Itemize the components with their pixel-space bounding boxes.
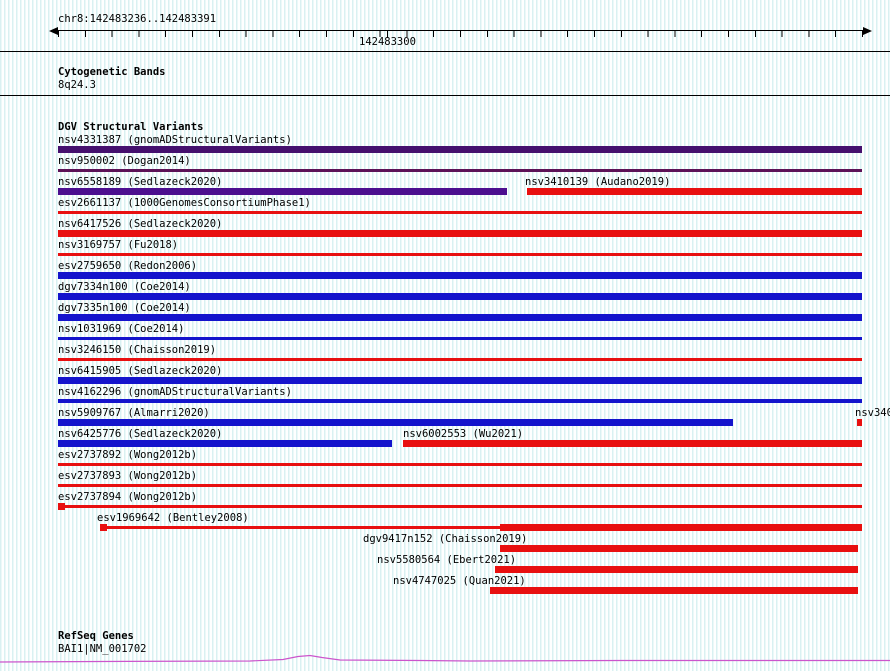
variant-bar[interactable] xyxy=(58,253,862,256)
variant-bar[interactable] xyxy=(58,419,733,426)
section-title-dgv: DGV Structural Variants xyxy=(58,121,204,133)
variant-label[interactable]: nsv6415905 (Sedlazeck2020) xyxy=(58,365,223,377)
variant-bar[interactable] xyxy=(58,314,862,321)
variant-bar[interactable] xyxy=(58,169,862,172)
variant-label[interactable]: esv2737892 (Wong2012b) xyxy=(58,449,198,461)
variant-label[interactable]: esv2737893 (Wong2012b) xyxy=(58,470,198,482)
variant-label[interactable]: nsv4747025 (Quan2021) xyxy=(393,575,526,587)
variant-bar[interactable] xyxy=(495,566,858,573)
separator-line xyxy=(0,51,890,52)
variant-label[interactable]: nsv6417526 (Sedlazeck2020) xyxy=(58,218,223,230)
variant-label[interactable]: esv2759650 (Redon2006) xyxy=(58,260,198,272)
variant-label[interactable]: nsv4162296 (gnomADStructuralVariants) xyxy=(58,386,292,398)
variant-bar[interactable] xyxy=(58,399,862,403)
variant-bar[interactable] xyxy=(58,230,862,237)
variant-bar[interactable] xyxy=(58,484,862,487)
variant-bar[interactable] xyxy=(58,188,507,195)
pan-right-arrow-icon[interactable] xyxy=(863,26,872,35)
variant-label[interactable]: nsv6425776 (Sedlazeck2020) xyxy=(58,428,223,440)
variant-label[interactable]: nsv1031969 (Coe2014) xyxy=(58,323,185,335)
ruler-center-label: 142483300 xyxy=(359,36,416,48)
ruler[interactable] xyxy=(58,30,863,31)
variant-label[interactable]: nsv5580564 (Ebert2021) xyxy=(377,554,517,566)
variant-label[interactable]: nsv6002553 (Wu2021) xyxy=(403,428,524,440)
variant-label[interactable]: dgv7335n100 (Coe2014) xyxy=(58,302,191,314)
refseq-gene-label[interactable]: BAI1|NM_001702 xyxy=(58,643,147,655)
region-label: chr8:142483236..142483391 xyxy=(58,13,217,25)
variant-bar[interactable] xyxy=(857,419,862,426)
variant-label[interactable]: dgv9417n152 (Chaisson2019) xyxy=(363,533,528,545)
variant-bar[interactable] xyxy=(58,377,862,384)
variant-label[interactable]: nsv3246150 (Chaisson2019) xyxy=(58,344,217,356)
variant-label[interactable]: nsv3169757 (Fu2018) xyxy=(58,239,179,251)
variant-bar[interactable] xyxy=(500,545,858,552)
variant-bar[interactable] xyxy=(403,440,862,447)
section-title-cytobands: Cytogenetic Bands xyxy=(58,66,166,78)
variant-label[interactable]: nsv5909767 (Almarri2020) xyxy=(58,407,210,419)
variant-bar[interactable] xyxy=(490,587,858,594)
variant-bar[interactable] xyxy=(58,463,862,466)
cytoband-label[interactable]: 8q24.3 xyxy=(58,79,96,91)
variant-label[interactable]: nsv4331387 (gnomADStructuralVariants) xyxy=(58,134,292,146)
variant-bar[interactable] xyxy=(58,337,862,340)
variant-label[interactable]: nsv3410139 (Audano2019) xyxy=(525,176,671,188)
separator-line xyxy=(0,95,890,96)
variant-label[interactable]: esv1969642 (Bentley2008) xyxy=(97,512,249,524)
variant-bar[interactable] xyxy=(58,146,862,153)
variant-bar[interactable] xyxy=(58,211,862,214)
gene-model-line xyxy=(0,654,890,663)
ruler-ticks xyxy=(58,31,863,37)
variant-bar[interactable] xyxy=(527,188,862,195)
variant-bar[interactable] xyxy=(58,272,862,279)
variant-bar[interactable] xyxy=(58,505,862,508)
variant-bar[interactable] xyxy=(100,524,107,531)
pan-left-arrow-icon[interactable] xyxy=(49,26,58,35)
variant-bar[interactable] xyxy=(58,293,862,300)
variant-bar[interactable] xyxy=(58,358,862,361)
variant-bar[interactable] xyxy=(58,503,65,510)
variant-label[interactable]: esv2737894 (Wong2012b) xyxy=(58,491,198,503)
variant-bar[interactable] xyxy=(58,440,392,447)
variant-bar[interactable] xyxy=(100,526,862,529)
section-title-refseq: RefSeq Genes xyxy=(58,630,134,642)
variant-label[interactable]: esv2661137 (1000GenomesConsortiumPhase1) xyxy=(58,197,311,209)
ruler-center-tick xyxy=(387,30,388,38)
variant-label[interactable]: nsv340 xyxy=(855,407,890,419)
refseq-gene-line[interactable] xyxy=(0,650,890,668)
variant-label[interactable]: nsv950002 (Dogan2014) xyxy=(58,155,191,167)
variant-label[interactable]: dgv7334n100 (Coe2014) xyxy=(58,281,191,293)
variant-label[interactable]: nsv6558189 (Sedlazeck2020) xyxy=(58,176,223,188)
variant-bar[interactable] xyxy=(500,524,862,531)
